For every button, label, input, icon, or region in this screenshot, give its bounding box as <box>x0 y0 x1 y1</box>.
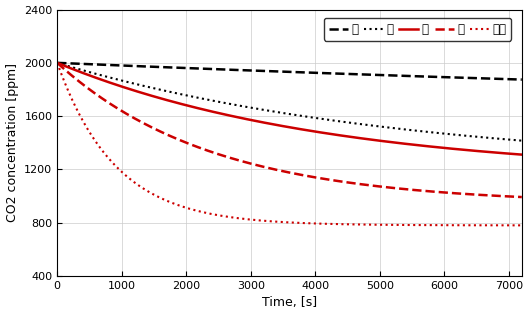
미 <box>280 70 286 74</box>
터보 <box>519 223 525 227</box>
미 <box>519 78 525 82</box>
약 <box>268 109 274 113</box>
강 <box>54 61 60 65</box>
미 <box>505 77 511 81</box>
강 <box>505 195 511 198</box>
터보 <box>78 115 84 119</box>
약 <box>420 129 426 133</box>
약 <box>505 138 511 141</box>
Line: 미: 미 <box>57 63 522 80</box>
약 <box>519 139 525 143</box>
중 <box>519 153 525 157</box>
Line: 약: 약 <box>57 63 522 141</box>
Y-axis label: CO2 concentration [ppm]: CO2 concentration [ppm] <box>5 63 19 222</box>
중 <box>54 61 60 65</box>
중 <box>420 144 426 148</box>
터보 <box>280 220 286 224</box>
중 <box>505 152 511 156</box>
강 <box>505 194 511 198</box>
터보 <box>505 223 511 227</box>
중 <box>268 122 274 126</box>
약 <box>280 111 286 115</box>
X-axis label: Time, [s]: Time, [s] <box>262 296 317 309</box>
미 <box>268 69 274 73</box>
Line: 터보: 터보 <box>57 63 522 225</box>
약 <box>505 138 511 141</box>
강 <box>78 81 84 85</box>
터보 <box>505 223 511 227</box>
중 <box>505 152 511 156</box>
중 <box>280 124 286 128</box>
약 <box>78 68 84 72</box>
강 <box>420 189 426 193</box>
중 <box>78 70 84 74</box>
터보 <box>54 61 60 65</box>
Line: 강: 강 <box>57 63 522 197</box>
미 <box>505 77 511 81</box>
강 <box>280 169 286 173</box>
미 <box>54 61 60 65</box>
Legend: 미, 약, 중, 강, 터보: 미, 약, 중, 강, 터보 <box>324 18 511 41</box>
Line: 중: 중 <box>57 63 522 155</box>
터보 <box>268 220 274 223</box>
터보 <box>420 223 426 227</box>
약 <box>54 61 60 65</box>
강 <box>268 167 274 170</box>
강 <box>519 195 525 199</box>
미 <box>420 75 426 78</box>
미 <box>78 62 84 66</box>
